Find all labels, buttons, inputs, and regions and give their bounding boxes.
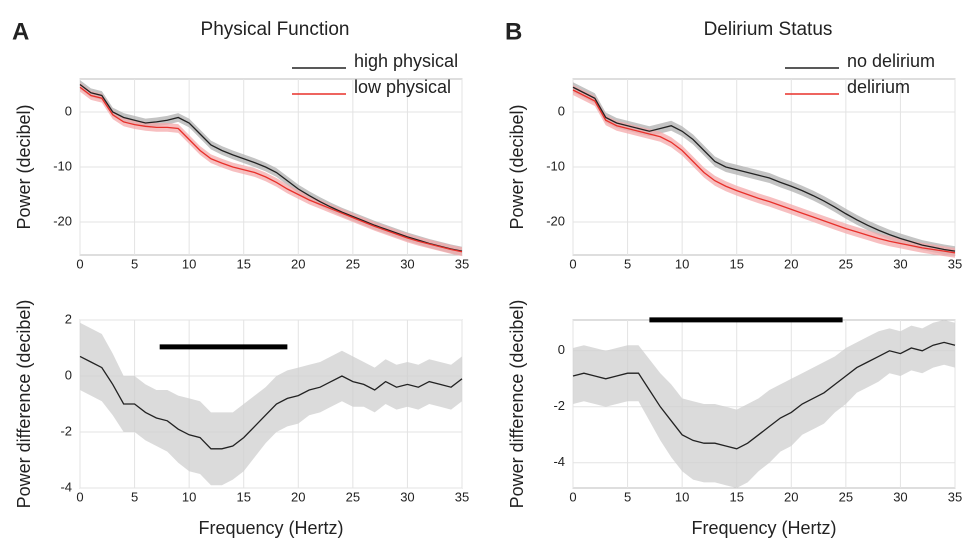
y-tick-label: -2	[60, 423, 72, 438]
y-tick-label: -10	[53, 158, 72, 173]
x-tick-label: 35	[455, 256, 469, 271]
x-tick-label: 20	[784, 489, 798, 504]
x-tick-label: 15	[236, 256, 250, 271]
x-tick-label: 20	[291, 256, 305, 271]
y-tick-label: -4	[60, 479, 72, 494]
x-tick-label: 25	[839, 256, 853, 271]
x-tick-label: 15	[729, 256, 743, 271]
x-tick-label: 25	[839, 489, 853, 504]
x-tick-label: 25	[346, 256, 360, 271]
chart-title: Delirium Status	[704, 19, 833, 40]
y-tick-label: -10	[546, 158, 565, 173]
line	[79, 86, 463, 253]
x-tick-label: 5	[131, 256, 138, 271]
x-tick-label: 10	[182, 256, 196, 271]
x-tick-label: 10	[675, 489, 689, 504]
x-tick-label: 30	[400, 489, 414, 504]
line	[572, 89, 956, 254]
x-tick-label: 10	[182, 489, 196, 504]
x-tick-label: 5	[624, 489, 631, 504]
line	[79, 355, 463, 450]
x-tick-label: 20	[291, 489, 305, 504]
legend-label: no delirium	[847, 51, 935, 71]
x-tick-label: 35	[948, 256, 962, 271]
panel-label: A	[12, 18, 29, 45]
y-tick-label: 0	[558, 103, 565, 118]
panel-label: B	[505, 18, 522, 45]
x-tick-label: 10	[675, 256, 689, 271]
error-band	[80, 322, 462, 486]
x-tick-label: 30	[400, 256, 414, 271]
x-tick-label: 35	[455, 489, 469, 504]
line	[572, 341, 956, 450]
y-tick-label: -4	[553, 454, 565, 469]
x-tick-label: 25	[346, 489, 360, 504]
x-tick-label: 30	[893, 489, 907, 504]
x-tick-label: 15	[236, 489, 250, 504]
line	[79, 83, 463, 252]
legend-label: high physical	[354, 51, 458, 71]
x-axis-label: Frequency (Hertz)	[198, 518, 343, 538]
error-band	[573, 82, 955, 257]
x-tick-label: 5	[624, 256, 631, 271]
error-band	[80, 80, 462, 256]
y-axis-label: Power difference (decibel)	[14, 300, 34, 509]
x-tick-label: 0	[569, 489, 576, 504]
x-tick-label: 5	[131, 489, 138, 504]
y-axis-label: Power (decibel)	[14, 104, 34, 229]
x-axis-label: Frequency (Hertz)	[691, 518, 836, 538]
line	[572, 86, 956, 252]
error-band	[80, 82, 462, 257]
y-tick-label: 0	[558, 342, 565, 357]
legend-label: delirium	[847, 77, 910, 97]
chart-title: Physical Function	[201, 19, 350, 40]
x-tick-label: 0	[76, 489, 83, 504]
y-axis-label: Power (decibel)	[507, 104, 527, 229]
y-axis-label: Power difference (decibel)	[507, 300, 527, 509]
y-tick-label: -20	[53, 213, 72, 228]
x-tick-label: 0	[76, 256, 83, 271]
error-band	[573, 320, 955, 488]
y-tick-label: -2	[553, 398, 565, 413]
y-tick-label: 0	[65, 367, 72, 382]
x-tick-label: 20	[784, 256, 798, 271]
x-tick-label: 35	[948, 489, 962, 504]
y-tick-label: -20	[546, 213, 565, 228]
y-tick-label: 0	[65, 103, 72, 118]
x-tick-label: 30	[893, 256, 907, 271]
y-tick-label: 2	[65, 311, 72, 326]
x-tick-label: 0	[569, 256, 576, 271]
legend-label: low physical	[354, 77, 451, 97]
x-tick-label: 15	[729, 489, 743, 504]
